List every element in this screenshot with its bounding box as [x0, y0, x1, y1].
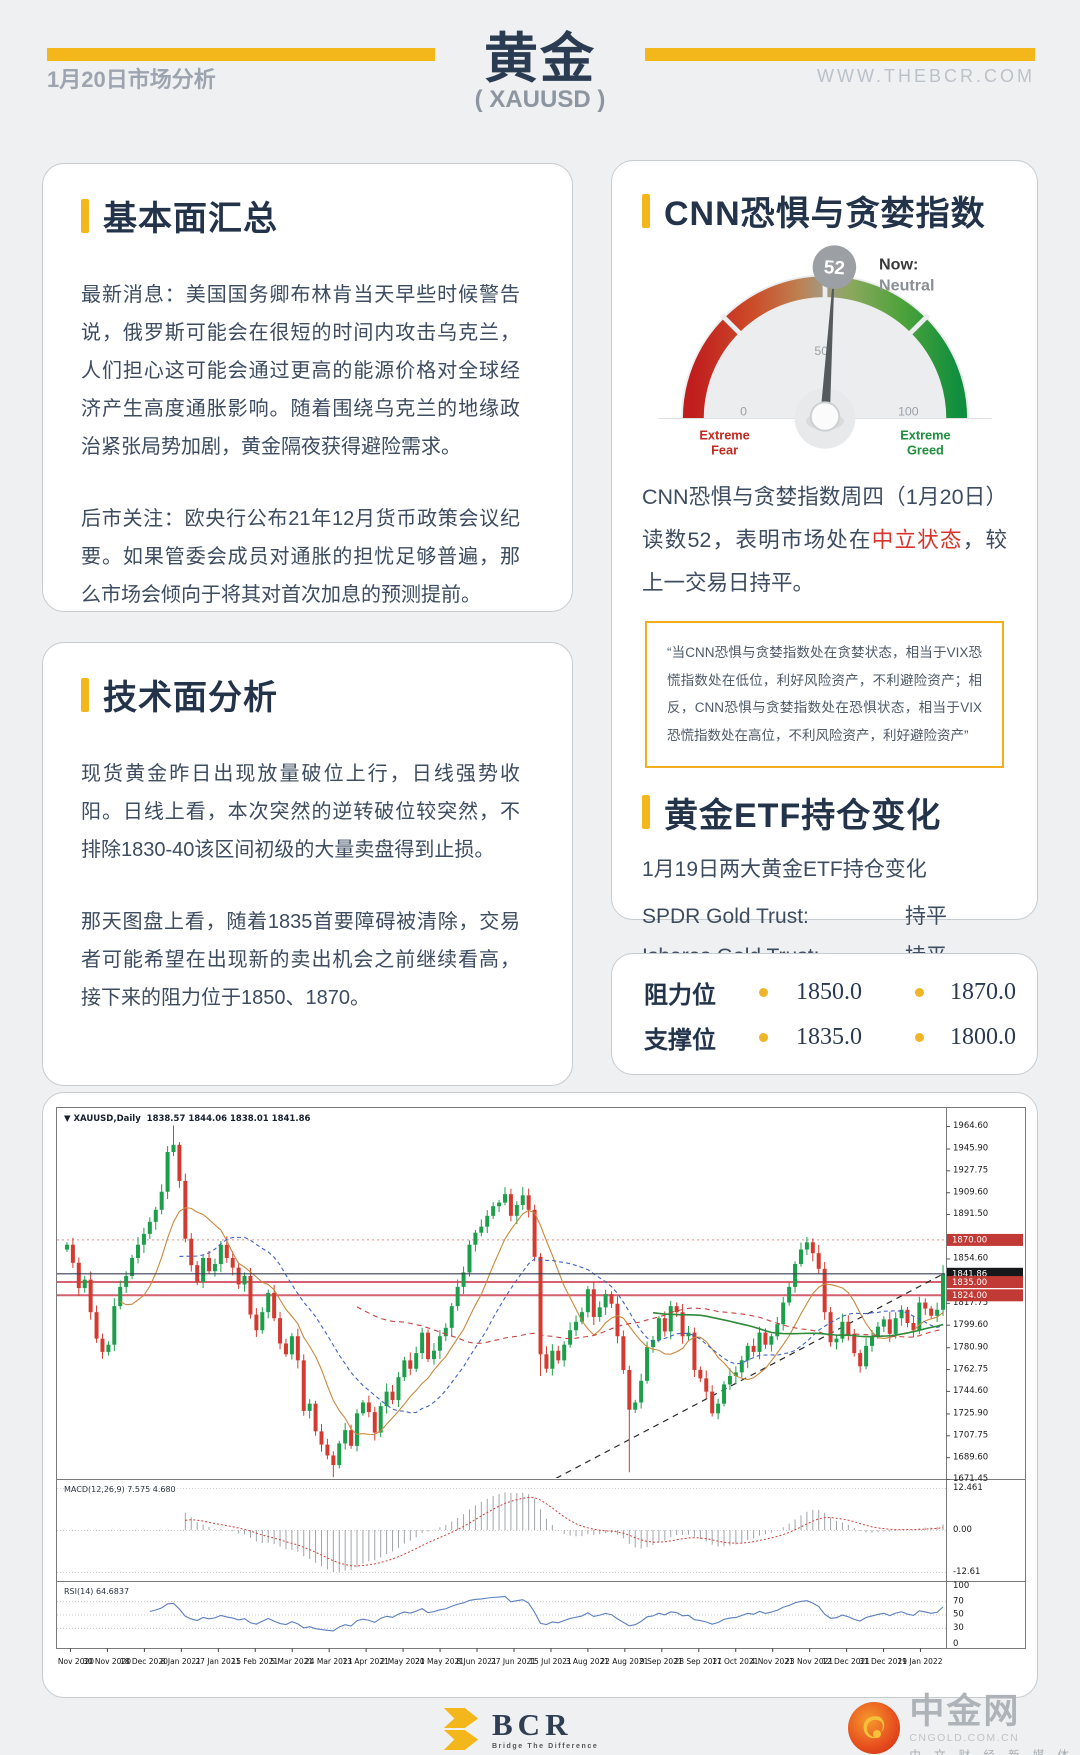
technical-heading-text: 技术面分析	[103, 679, 278, 717]
bullet-dot	[758, 988, 768, 997]
technical-heading: 技术面分析	[81, 670, 520, 719]
etf-row-spdr: SPDR Gold Trust: 持平	[642, 897, 947, 937]
etf-heading-text: 黄金ETF持仓变化	[664, 796, 942, 835]
extreme-fear-label: Extreme Fear	[699, 427, 749, 457]
bcr-tagline: Bridge The Difference	[492, 1742, 599, 1750]
fundamental-paragraph-news: 最新消息：美国国务卿布林肯当天早些时候警告说，俄罗斯可能会在很短的时间内攻击乌克…	[81, 284, 520, 458]
heading-accent-bar	[81, 677, 89, 712]
gauge-value-badge	[812, 245, 856, 289]
cngold-logo: 中金网 CNGOLD.COM.CN 中 文 财 经 新 媒 体	[847, 1692, 1074, 1755]
cnn-heading: CNN恐惧与贪婪指数	[642, 186, 1007, 235]
gauge-max-label: 100	[898, 405, 919, 419]
cnn-summary-post: ，较上一交易日持平。	[642, 528, 1007, 595]
cngold-name: 中金网	[909, 1692, 1021, 1731]
gauge-value: 52	[823, 257, 845, 279]
header-accent-bar-right	[645, 48, 1035, 61]
etf-value: 持平	[905, 904, 947, 928]
cngold-domain: CNGOLD.COM.CN	[909, 1731, 1020, 1744]
cnn-fear-greed-card: CNN恐惧与贪婪指数	[611, 160, 1038, 968]
website-url: WWW.THEBCR.COM	[817, 66, 1035, 86]
support-value-2: 1800.0	[950, 1024, 1016, 1050]
price-chart-card	[42, 1092, 1038, 1698]
cngold-logo-icon	[848, 1702, 901, 1755]
heading-accent-bar	[642, 795, 650, 830]
bcr-logo: BCR Bridge The Difference	[440, 1706, 598, 1752]
extreme-greed-label: Extreme Greed	[900, 427, 950, 457]
support-value-1: 1835.0	[796, 1024, 862, 1050]
page-symbol: ( XAUUSD )	[474, 86, 606, 113]
fundamental-heading-text: 基本面汇总	[103, 200, 278, 238]
technical-paragraph-1: 现货黄金昨日出现放量破位上行，日线强势收阳。日线上看，本次突然的逆转破位较突然，…	[81, 763, 520, 861]
resistance-value-1: 1850.0	[796, 979, 862, 1005]
support-row: 支撑位 1835.0 1800.0	[644, 1015, 1037, 1060]
resistance-label: 阻力位	[644, 982, 716, 1009]
cngold-tagline: 中 文 财 经 新 媒 体	[909, 1747, 1074, 1755]
gauge-now-value: Neutral	[879, 277, 934, 295]
gauge-min-label: 0	[740, 405, 747, 419]
gauge-needle: 52	[812, 245, 856, 415]
fundamental-paragraph-watch: 后市关注：欧央行公布21年12月货币政策会议纪要。如果管委会成员对通胀的担忧足够…	[81, 508, 520, 606]
fundamental-summary-card: 基本面汇总 最新消息：美国国务卿布林肯当天早些时候警告说，俄罗斯可能会在很短的时…	[42, 163, 573, 612]
cnn-summary-pre: CNN恐惧与贪婪指数周四（1月20日）读数52，表明市场处在	[642, 485, 1007, 552]
bcr-logo-text: BCR	[492, 1706, 573, 1742]
cnn-quote-box: “当CNN恐惧与贪婪指数处在贪婪状态，相当于VIX恐慌指数处在低位，利好风险资产…	[645, 621, 1004, 768]
heading-accent-bar	[81, 198, 89, 233]
fundamental-heading: 基本面汇总	[81, 191, 520, 240]
etf-name: SPDR Gold Trust:	[642, 904, 809, 928]
support-label: 支撑位	[644, 1027, 716, 1054]
bullet-dot	[914, 988, 924, 997]
etf-subtitle: 1月19日两大黄金ETF持仓变化	[642, 857, 927, 881]
analysis-date-label: 1月20日市场分析	[47, 67, 216, 92]
cnn-heading-text: CNN恐惧与贪婪指数	[664, 195, 986, 233]
cnn-summary-text: CNN恐惧与贪婪指数周四（1月20日）读数52，表明市场处在中立状态，较上一交易…	[642, 476, 1007, 605]
xauusd-daily-chart-canvas	[56, 1107, 1026, 1677]
cnn-summary-highlight: 中立状态	[871, 528, 963, 552]
bcr-logo-icon	[443, 1708, 479, 1750]
gauge-mid-label: 50	[814, 344, 828, 358]
etf-heading: 黄金ETF持仓变化	[642, 788, 1007, 837]
fear-greed-gauge: 50 0 100 52 Now: Neutral	[642, 243, 1007, 470]
page-title: 黄金	[484, 29, 596, 89]
bullet-dot	[758, 1033, 768, 1042]
support-resistance-card: 阻力位 1850.0 1870.0 支撑位 1835.0 1800.0	[611, 953, 1038, 1075]
bullet-dot	[914, 1033, 924, 1042]
heading-accent-bar	[642, 193, 650, 228]
gauge-hub	[809, 401, 840, 432]
gauge-now-label: Now:	[879, 256, 918, 274]
technical-paragraph-2: 那天图盘上看，随着1835首要障碍被清除，交易者可能希望在出现新的卖出机会之前继…	[81, 911, 520, 1009]
resistance-row: 阻力位 1850.0 1870.0	[644, 970, 1037, 1015]
resistance-value-2: 1870.0	[950, 979, 1016, 1005]
header-accent-bar-left	[47, 48, 435, 61]
technical-analysis-card: 技术面分析 现货黄金昨日出现放量破位上行，日线强势收阳。日线上看，本次突然的逆转…	[42, 642, 573, 1086]
